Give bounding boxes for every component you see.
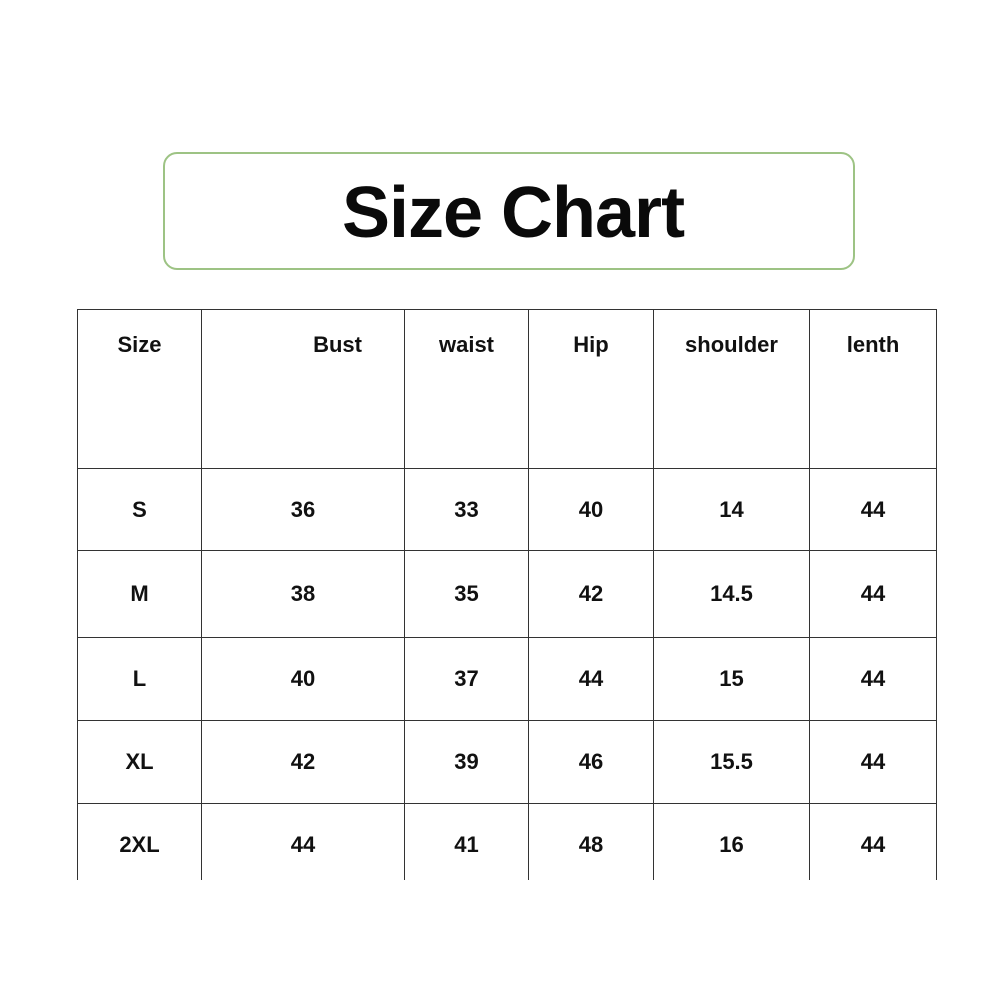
cell-shoulder: 15.5: [653, 720, 810, 804]
cell-bust: 38: [201, 550, 405, 638]
header-row: Size Bust waist Hip shoulder lenth: [77, 309, 937, 469]
cell-hip: 44: [528, 637, 654, 721]
table-row: L 40 37 44 15 44: [77, 637, 937, 721]
title-box: Size Chart: [163, 152, 855, 270]
cell-waist: 41: [404, 803, 529, 880]
cell-size: L: [77, 637, 202, 721]
header-waist: waist: [404, 309, 529, 469]
cell-shoulder: 16: [653, 803, 810, 880]
cell-bust: 36: [201, 468, 405, 551]
cell-bust: 40: [201, 637, 405, 721]
cell-length: 44: [809, 803, 937, 880]
header-size: Size: [77, 309, 202, 469]
table-row: M 38 35 42 14.5 44: [77, 550, 937, 638]
cell-bust: 42: [201, 720, 405, 804]
cell-hip: 42: [528, 550, 654, 638]
size-table: Size Bust waist Hip shoulder lenth S 36 33…: [77, 309, 937, 880]
cell-shoulder: 14: [653, 468, 810, 551]
cell-bust: 44: [201, 803, 405, 880]
cell-waist: 39: [404, 720, 529, 804]
table-row: S 36 33 40 14 44: [77, 468, 937, 551]
cell-size: XL: [77, 720, 202, 804]
cell-size: S: [77, 468, 202, 551]
cell-length: 44: [809, 637, 937, 721]
cell-shoulder: 15: [653, 637, 810, 721]
cell-waist: 35: [404, 550, 529, 638]
cell-hip: 40: [528, 468, 654, 551]
cell-shoulder: 14.5: [653, 550, 810, 638]
cell-length: 44: [809, 550, 937, 638]
cell-waist: 37: [404, 637, 529, 721]
table-row: XL 42 39 46 15.5 44: [77, 720, 937, 804]
header-length: lenth: [809, 309, 937, 469]
table-row: 2XL 44 41 48 16 44: [77, 803, 937, 880]
cell-length: 44: [809, 468, 937, 551]
header-shoulder: shoulder: [653, 309, 810, 469]
cell-size: 2XL: [77, 803, 202, 880]
header-hip: Hip: [528, 309, 654, 469]
cell-size: M: [77, 550, 202, 638]
cell-hip: 46: [528, 720, 654, 804]
cell-length: 44: [809, 720, 937, 804]
size-table-wrapper: Size Bust waist Hip shoulder lenth S 36 33…: [77, 309, 937, 880]
cell-waist: 33: [404, 468, 529, 551]
header-bust: Bust: [201, 309, 405, 469]
cell-hip: 48: [528, 803, 654, 880]
page-title: Size Chart: [341, 173, 685, 253]
